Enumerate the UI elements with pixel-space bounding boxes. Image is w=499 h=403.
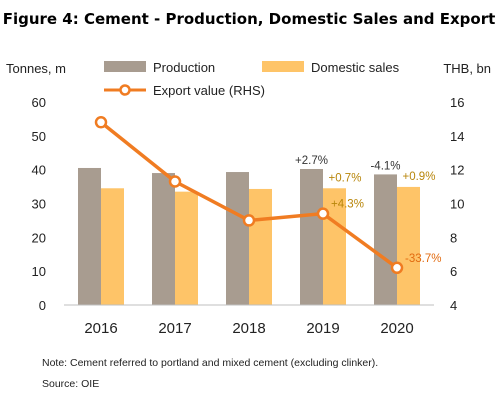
- bar-domestic-sales: [101, 188, 124, 305]
- bar-production: [78, 167, 101, 305]
- chart-title: Figure 4: Cement - Production, Domestic …: [3, 10, 496, 28]
- annotation-label: +4.3%: [331, 199, 364, 211]
- right-tick-label: 6: [450, 264, 457, 279]
- legend-label-production: Production: [153, 60, 215, 75]
- legend-label-domestic-sales: Domestic sales: [311, 60, 400, 75]
- export-value-point: [94, 116, 108, 129]
- left-tick-label: 60: [32, 95, 46, 110]
- legend-swatch-production: [104, 61, 146, 72]
- annotation-label: -4.1%: [370, 160, 400, 172]
- export-value-point: [168, 175, 182, 188]
- right-tick-label: 14: [450, 129, 464, 144]
- source-note: Source: OIE: [42, 378, 99, 390]
- right-tick-label: 8: [450, 230, 457, 245]
- left-tick-label: 20: [32, 230, 46, 245]
- x-tick-label: 2020: [380, 320, 413, 337]
- bar-production: [226, 172, 249, 305]
- left-tick-label: 10: [32, 264, 46, 279]
- left-tick-label: 50: [32, 129, 46, 144]
- bar-domestic-sales: [249, 188, 272, 305]
- bar-production: [300, 168, 323, 305]
- left-tick-label: 0: [39, 298, 46, 313]
- x-tick-label: 2017: [158, 320, 191, 337]
- annotation-label: +0.7%: [329, 172, 362, 184]
- export-value-point: [316, 207, 330, 220]
- x-tick-label: 2019: [306, 320, 339, 337]
- right-axis: 4 6 8 10 12 14 16: [450, 95, 464, 313]
- bar-domestic-sales: [397, 186, 420, 305]
- bars: [78, 167, 420, 305]
- footnote: Note: Cement referred to portland and mi…: [42, 357, 378, 369]
- bar-production: [374, 174, 397, 305]
- bar-domestic-sales: [175, 191, 198, 305]
- annotation-label: -33.7%: [405, 253, 441, 265]
- left-tick-label: 40: [32, 163, 46, 178]
- legend-marker-export: [119, 84, 131, 96]
- right-tick-label: 4: [450, 298, 457, 313]
- left-axis-unit: Tonnes, m: [6, 61, 66, 76]
- annotations: +2.7% -4.1% +0.7% +0.9% +4.3% -33.7%: [295, 155, 441, 265]
- legend-swatch-domestic-sales: [262, 61, 304, 72]
- left-axis: 0 10 20 30 40 50 60: [32, 95, 46, 313]
- x-tick-label: 2016: [84, 320, 117, 337]
- annotation-label: +0.9%: [403, 171, 436, 183]
- bar-production: [152, 173, 175, 305]
- legend: Production Domestic sales Export value (…: [104, 60, 400, 98]
- left-tick-label: 30: [32, 197, 46, 212]
- export-value-point: [242, 214, 256, 227]
- annotation-label: +2.7%: [295, 155, 328, 167]
- right-tick-label: 10: [450, 197, 464, 212]
- right-tick-label: 16: [450, 95, 464, 110]
- right-tick-label: 12: [450, 163, 464, 178]
- legend-label-export: Export value (RHS): [153, 83, 265, 98]
- export-line: [94, 116, 404, 275]
- x-tick-label: 2018: [232, 320, 265, 337]
- right-axis-unit: THB, bn: [443, 61, 491, 76]
- export-value-point: [390, 261, 404, 275]
- x-axis: 2016 2017 2018 2019 2020: [84, 320, 413, 337]
